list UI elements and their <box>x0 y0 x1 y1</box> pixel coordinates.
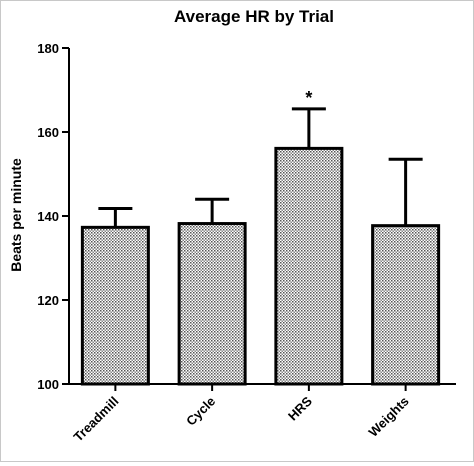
annotations: * <box>305 88 312 108</box>
y-tick-label: 120 <box>37 293 59 308</box>
bar-hrs <box>274 146 344 386</box>
y-tick-label: 160 <box>37 125 59 140</box>
x-tick-label: Weights <box>366 394 412 440</box>
chart-title: Average HR by Trial <box>174 7 334 26</box>
error-bars <box>98 107 423 228</box>
significance-marker: * <box>305 88 312 108</box>
x-tick-label: HRS <box>285 393 315 423</box>
y-tick-label: 180 <box>37 41 59 56</box>
y-tick-label: 140 <box>37 209 59 224</box>
y-axis-title: Beats per minute <box>8 158 24 272</box>
bars <box>80 146 441 386</box>
x-tick-label: Cycle <box>183 394 218 429</box>
bar-treadmill <box>80 225 150 386</box>
x-categories: Treadmill Cycle HRS Weights <box>71 384 412 444</box>
bar-weights <box>371 224 441 386</box>
y-tick-label: 100 <box>37 377 59 392</box>
y-ticks: 100 120 140 160 180 <box>37 41 69 392</box>
bar-cycle <box>177 222 247 386</box>
x-tick-label: Treadmill <box>71 394 122 445</box>
